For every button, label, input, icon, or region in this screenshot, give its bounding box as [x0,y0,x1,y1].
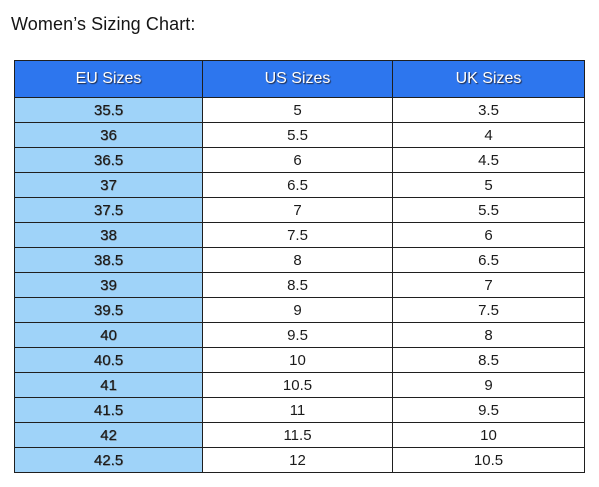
eu-size-cell: 40 [14,322,203,348]
page-title: Women’s Sizing Chart: [11,14,196,34]
table-row: 41 10.5 9 [14,372,585,398]
table-row: 42 11.5 10 [14,422,585,448]
us-size-cell: 10.5 [202,372,393,398]
uk-size-cell: 10 [392,422,585,448]
table-row: 35.5 5 3.5 [14,97,585,123]
table-row: 37.5 7 5.5 [14,197,585,223]
table-row: 38 7.5 6 [14,222,585,248]
us-size-cell: 6 [202,147,393,173]
eu-size-cell: 38.5 [14,247,203,273]
table-row: 40 9.5 8 [14,322,585,348]
uk-size-cell: 5.5 [392,197,585,223]
eu-size-cell: 36 [14,122,203,148]
us-size-cell: 5.5 [202,122,393,148]
table-row: 36.5 6 4.5 [14,147,585,173]
us-size-cell: 8 [202,247,393,273]
us-size-cell: 6.5 [202,172,393,198]
eu-size-cell: 41 [14,372,203,398]
eu-size-cell: 35.5 [14,97,203,123]
uk-size-cell: 7 [392,272,585,298]
table-row: 40.5 10 8.5 [14,347,585,373]
eu-size-cell: 41.5 [14,397,203,423]
uk-size-cell: 10.5 [392,447,585,473]
table-row: 42.5 12 10.5 [14,447,585,473]
table-row: 37 6.5 5 [14,172,585,198]
eu-size-cell: 37.5 [14,197,203,223]
us-size-cell: 5 [202,97,393,123]
eu-size-cell: 40.5 [14,347,203,373]
eu-size-cell: 42.5 [14,447,203,473]
uk-size-cell: 5 [392,172,585,198]
us-size-cell: 11.5 [202,422,393,448]
table-header-row: EU Sizes US Sizes UK Sizes [14,60,585,98]
uk-size-cell: 4 [392,122,585,148]
eu-size-cell: 39.5 [14,297,203,323]
column-header-eu: EU Sizes [14,60,203,98]
us-size-cell: 9 [202,297,393,323]
table-row: 36 5.5 4 [14,122,585,148]
us-size-cell: 7 [202,197,393,223]
us-size-cell: 7.5 [202,222,393,248]
uk-size-cell: 3.5 [392,97,585,123]
us-size-cell: 9.5 [202,322,393,348]
us-size-cell: 10 [202,347,393,373]
column-header-uk: UK Sizes [392,60,585,98]
us-size-cell: 11 [202,397,393,423]
sizing-table: EU Sizes US Sizes UK Sizes 35.5 5 3.5 36… [14,60,585,473]
eu-size-cell: 39 [14,272,203,298]
table-row: 39.5 9 7.5 [14,297,585,323]
uk-size-cell: 4.5 [392,147,585,173]
uk-size-cell: 8.5 [392,347,585,373]
eu-size-cell: 42 [14,422,203,448]
uk-size-cell: 6 [392,222,585,248]
uk-size-cell: 8 [392,322,585,348]
eu-size-cell: 36.5 [14,147,203,173]
eu-size-cell: 37 [14,172,203,198]
table-row: 38.5 8 6.5 [14,247,585,273]
table-row: 41.5 11 9.5 [14,397,585,423]
table-row: 39 8.5 7 [14,272,585,298]
us-size-cell: 8.5 [202,272,393,298]
eu-size-cell: 38 [14,222,203,248]
column-header-us: US Sizes [202,60,393,98]
uk-size-cell: 6.5 [392,247,585,273]
uk-size-cell: 9 [392,372,585,398]
uk-size-cell: 7.5 [392,297,585,323]
us-size-cell: 12 [202,447,393,473]
uk-size-cell: 9.5 [392,397,585,423]
